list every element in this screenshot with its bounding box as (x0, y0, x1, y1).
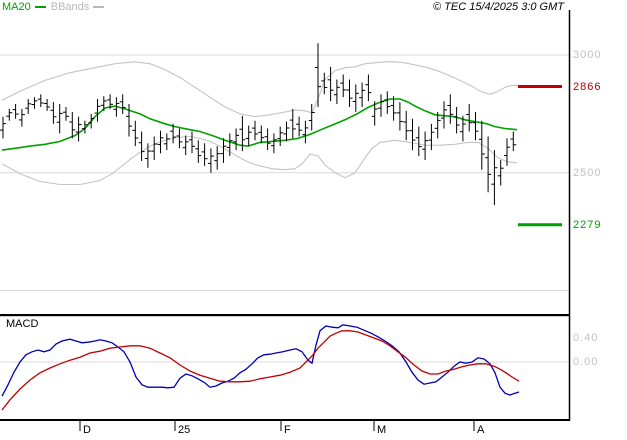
macd-series-macd_line_blue (1, 324, 520, 397)
macd-series-macd_line_red (1, 330, 520, 411)
legend-label-ma20: MA20 (2, 1, 31, 13)
price-axis-label-2279: 2279 (573, 218, 602, 231)
macd-panel-top-border (0, 314, 569, 317)
x-axis-label-M: M (377, 424, 387, 436)
ma20-line-swatch (34, 6, 46, 8)
legend-label-bbands: BBands (50, 1, 90, 13)
price-axis-label-3000: 3000 (573, 49, 602, 61)
price-series-MA20 (1, 98, 518, 151)
macd-axis-label-0.00: 0.00 (573, 356, 599, 368)
legend: MA20 BBands (2, 1, 109, 13)
x-axis-label-D: D (83, 424, 91, 436)
x-axis-label-A: A (477, 424, 485, 436)
price-series-bb_upper (1, 61, 520, 118)
bbands-line-swatch (93, 6, 105, 8)
price-axis-label-2500: 2500 (573, 166, 602, 179)
price-series-bb_lower (1, 135, 518, 186)
x-axis-label-25: 25 (178, 424, 191, 436)
x-axis-label-F: F (284, 424, 291, 436)
macd-panel-label: MACD (6, 318, 39, 330)
chart-title-timestamp: © TEC 15/4/2025 3:0 GMT (433, 1, 564, 13)
macd-axis-label-0.40: 0.40 (573, 332, 599, 344)
x-axis-line (0, 419, 570, 421)
price-axis-label-2866: 2866 (573, 80, 602, 93)
